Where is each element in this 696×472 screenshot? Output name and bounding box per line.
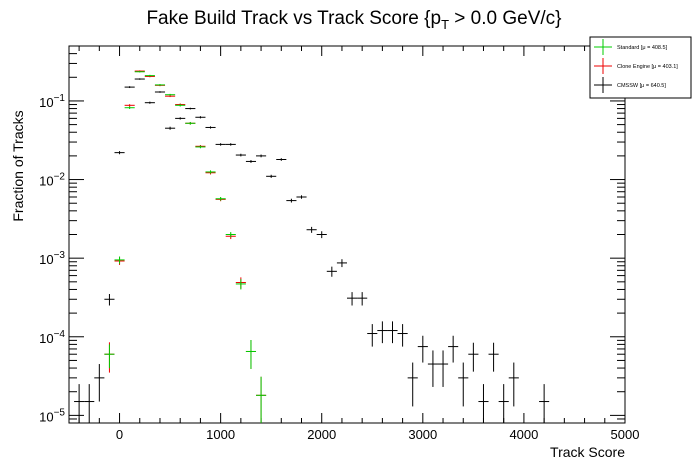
legend-entries: Standard [μ = 408.5] Clone Engine [μ = 40… xyxy=(594,39,678,93)
x-axis-label: Track Score xyxy=(550,444,625,460)
x-tick-label: 0 xyxy=(116,427,123,442)
x-tick-label: 3000 xyxy=(408,427,437,442)
axis-ticks: 0 1000 2000 3000 4000 5000 10−5 10−4 10−3 10−2 10−… xyxy=(39,45,640,442)
title-main: Fake Build Track vs Track Score {p xyxy=(146,8,441,29)
y-tick-label: 10−2 xyxy=(39,172,65,189)
y-tick-label: 10−4 xyxy=(39,329,65,346)
y-axis-label: Fraction of Tracks xyxy=(10,110,26,221)
series-cmssw xyxy=(74,78,550,423)
title-tail: > 0.0 GeV/c} xyxy=(449,8,562,29)
x-tick-label: 1000 xyxy=(206,427,235,442)
legend-label: CMSSW [μ = 640.5] xyxy=(617,83,666,89)
y-tick-label: 10−3 xyxy=(39,250,65,267)
legend: Standard [μ = 408.5] Clone Engine [μ = 40… xyxy=(589,36,692,99)
legend-label: Standard [μ = 408.5] xyxy=(617,45,668,51)
y-tick-label: 10−5 xyxy=(39,407,65,424)
chart-title: Fake Build Track vs Track Score {pT > 0.… xyxy=(146,8,561,32)
x-tick-label: 5000 xyxy=(611,427,640,442)
series-standard xyxy=(104,71,267,423)
title-subscript: T xyxy=(441,17,449,32)
legend-label: Clone Engine [μ = 403.1] xyxy=(617,64,678,70)
x-tick-label: 2000 xyxy=(307,427,336,442)
y-tick-label: 10−1 xyxy=(39,93,65,110)
x-tick-label: 4000 xyxy=(509,427,538,442)
data-series xyxy=(74,70,550,423)
